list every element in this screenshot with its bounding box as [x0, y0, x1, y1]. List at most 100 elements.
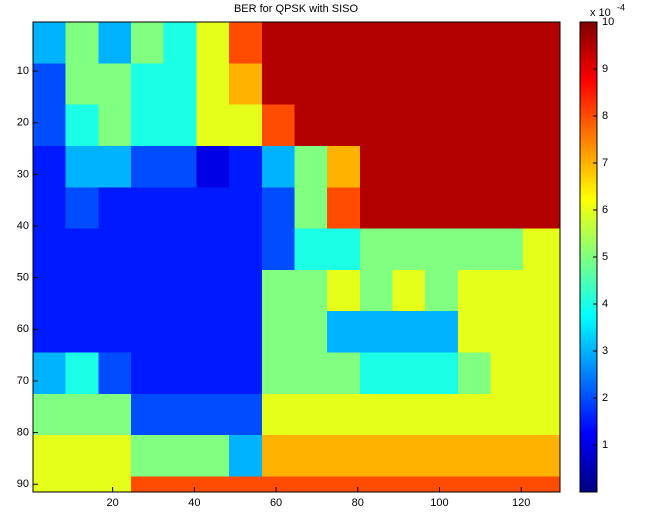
heatmap-cell [359, 476, 393, 492]
heatmap-cell [229, 63, 262, 105]
heatmap-cell [425, 352, 458, 394]
heatmap-cell [425, 269, 458, 312]
heatmap-cell [457, 435, 491, 477]
heatmap-cell [327, 63, 360, 105]
heatmap-cell [425, 104, 458, 146]
y-tick-label: 40 [17, 220, 29, 232]
heatmap-cell [229, 22, 262, 64]
colorbar-tick-label: 2 [602, 392, 608, 404]
x-tick-label: 60 [270, 497, 282, 509]
heatmap-cell [163, 228, 197, 270]
heatmap-cell [98, 476, 132, 492]
y-tick-label: 20 [17, 117, 29, 129]
heatmap-cell [163, 476, 197, 492]
heatmap-cell [490, 352, 524, 394]
heatmap-cell [131, 269, 164, 312]
heatmap-cell [294, 435, 328, 477]
heatmap-cell [457, 269, 491, 312]
heatmap-cell [229, 435, 262, 477]
heatmap-cell [359, 228, 393, 270]
heatmap-cell [490, 63, 524, 105]
heatmap-cell [131, 63, 164, 105]
heatmap-cell [65, 22, 99, 64]
colorbar-tick-label: 4 [602, 298, 608, 310]
heatmap-cell [196, 269, 230, 312]
colorbar-tick-label: 10 [602, 16, 614, 28]
heatmap-cell [163, 104, 197, 146]
colorbar-tick-label: 5 [602, 251, 608, 263]
heatmap-cell [196, 22, 230, 64]
heatmap-cell [229, 476, 262, 492]
colorbar-tick-label: 8 [602, 110, 608, 122]
heatmap-cell [523, 63, 560, 105]
heatmap-cell [131, 435, 164, 477]
heatmap-cell [359, 22, 393, 64]
colorbar-tick-label: 6 [602, 204, 608, 216]
heatmap-cell [327, 311, 360, 353]
heatmap-cell [33, 104, 66, 146]
heatmap-cell [327, 104, 360, 146]
heatmap-cell [65, 187, 99, 229]
heatmap-cell [523, 352, 560, 394]
heatmap-cell [163, 22, 197, 64]
x-tick-label: 40 [188, 497, 200, 509]
heatmap-cell [131, 228, 164, 270]
heatmap-cell [163, 63, 197, 105]
heatmap-cell [131, 187, 164, 229]
heatmap-cell [327, 187, 360, 229]
heatmap-cell [457, 104, 491, 146]
heatmap-cell [65, 269, 99, 312]
heatmap-cell [261, 269, 295, 312]
heatmap-cell [392, 393, 426, 436]
heatmap-cell [294, 187, 328, 229]
heatmap-cell [294, 311, 328, 353]
heatmap-cell [490, 435, 524, 477]
heatmap-cell [425, 435, 458, 477]
heatmap-cell [33, 311, 66, 353]
heatmap-cell [490, 476, 524, 492]
heatmap-cell [65, 145, 99, 188]
heatmap-cell [392, 187, 426, 229]
heatmap-cell [425, 22, 458, 64]
heatmap-cell [196, 63, 230, 105]
heatmap-cell [261, 63, 295, 105]
heatmap-cell [131, 476, 164, 492]
y-tick-label: 70 [17, 375, 29, 387]
heatmap-cell [523, 187, 560, 229]
heatmap-cell [261, 22, 295, 64]
heatmap-cell [327, 228, 360, 270]
heatmap-cell [327, 476, 360, 492]
y-tick-label: 80 [17, 427, 29, 439]
heatmap-cell [196, 311, 230, 353]
heatmap-cell [261, 187, 295, 229]
heatmap-cell [327, 435, 360, 477]
heatmap-cell [457, 22, 491, 64]
heatmap-cell [131, 22, 164, 64]
heatmap-cell [261, 104, 295, 146]
heatmap-cell [196, 187, 230, 229]
heatmap-cell [490, 311, 524, 353]
heatmap-cell [457, 228, 491, 270]
heatmap-cell [327, 352, 360, 394]
heatmap-cell [65, 476, 99, 492]
chart-title: BER for QPSK with SISO [234, 3, 359, 15]
heatmap-cell [261, 435, 295, 477]
heatmap-cell [98, 311, 132, 353]
heatmap-cell [98, 22, 132, 64]
heatmap-cell [490, 22, 524, 64]
heatmap-cell [294, 145, 328, 188]
heatmap-cell [98, 435, 132, 477]
heatmap-cell [261, 311, 295, 353]
heatmap-cell [359, 145, 393, 188]
heatmap-cell [131, 311, 164, 353]
heatmap-cell [229, 393, 262, 436]
heatmap-cell [294, 269, 328, 312]
heatmap-cell [98, 352, 132, 394]
heatmap-cell [131, 352, 164, 394]
heatmap-cell [490, 269, 524, 312]
heatmap-cell [33, 22, 66, 64]
heatmap-cell [65, 228, 99, 270]
heatmap-cell [523, 393, 560, 436]
heatmap-cell [392, 22, 426, 64]
heatmap-cell [392, 476, 426, 492]
